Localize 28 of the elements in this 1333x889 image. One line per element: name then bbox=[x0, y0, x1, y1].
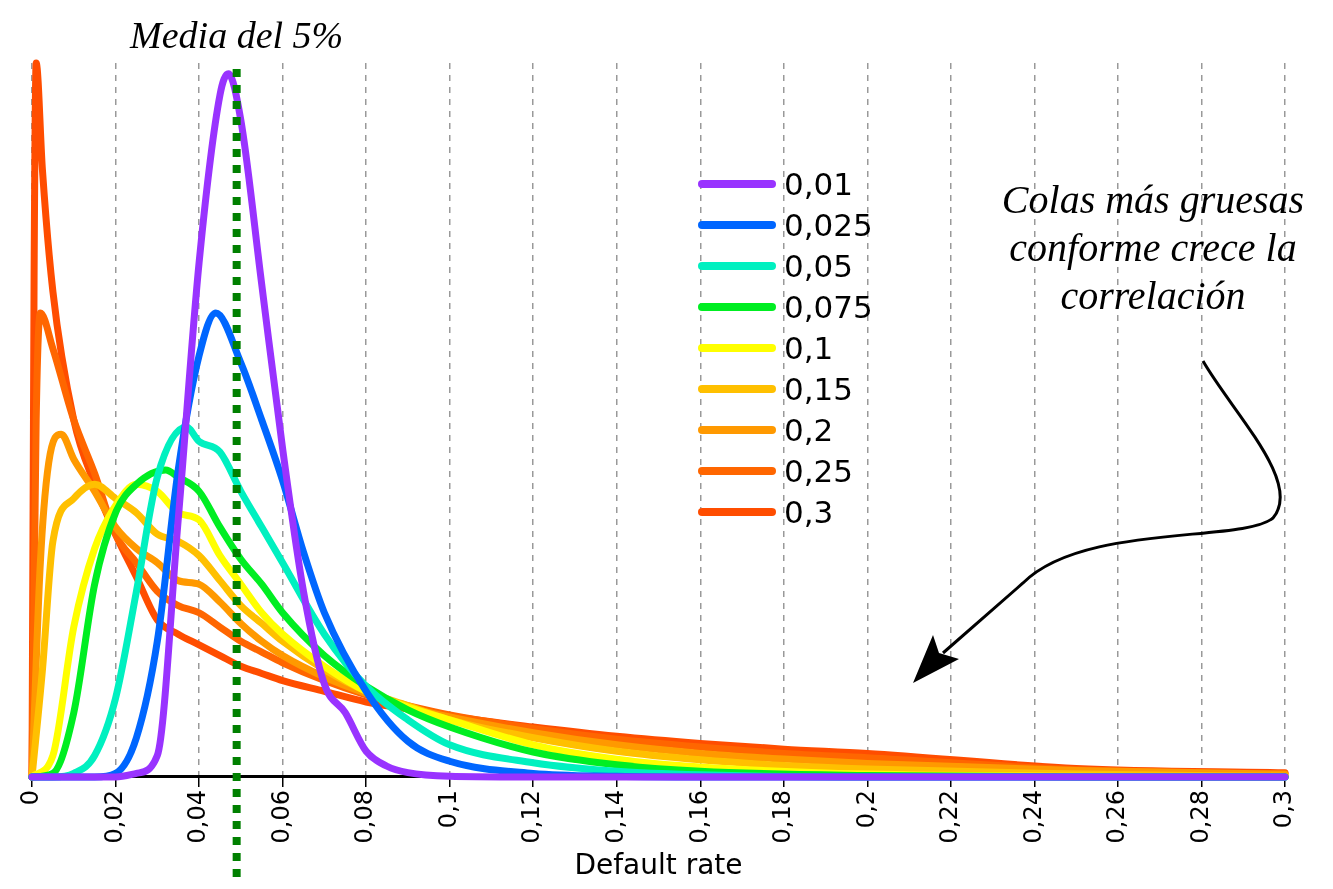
x-tick-label: 0,06 bbox=[266, 789, 295, 844]
legend-label: 0,05 bbox=[784, 247, 854, 284]
x-tick-label: 0,16 bbox=[684, 789, 713, 844]
legend-label: 0,1 bbox=[784, 329, 834, 366]
x-tick-label: 0,04 bbox=[183, 789, 212, 844]
x-tick-label: 0,3 bbox=[1269, 789, 1298, 829]
x-tick-label: 0,12 bbox=[517, 789, 546, 844]
x-axis-title: Default rate bbox=[574, 848, 743, 882]
x-tick-label: 0,08 bbox=[350, 789, 379, 844]
x-tick-label: 0,22 bbox=[935, 789, 964, 844]
x-tick-label: 0,02 bbox=[99, 789, 128, 844]
ref-line-label: Media del 5% bbox=[129, 13, 344, 56]
legend-label: 0,25 bbox=[784, 452, 854, 489]
x-tick-label: 0,28 bbox=[1185, 789, 1214, 844]
x-tick-label: 0,2 bbox=[851, 789, 880, 829]
legend-label: 0,15 bbox=[784, 370, 854, 407]
x-tick-label: 0,18 bbox=[768, 789, 797, 844]
x-tick-label: 0,1 bbox=[433, 789, 462, 829]
x-tick-label: 0,14 bbox=[600, 789, 629, 844]
legend-label: 0,025 bbox=[784, 206, 873, 243]
legend-label: 0,01 bbox=[784, 165, 854, 202]
x-tick-label: 0,26 bbox=[1102, 789, 1131, 844]
x-tick-label: 0,24 bbox=[1018, 789, 1047, 844]
legend-label: 0,3 bbox=[784, 493, 834, 530]
legend-label: 0,075 bbox=[784, 288, 873, 325]
x-tick-label: 0 bbox=[16, 789, 45, 806]
legend-label: 0,2 bbox=[784, 411, 834, 448]
annotation: Colas más gruesas conforme crece la correlación bbox=[1000, 176, 1306, 320]
